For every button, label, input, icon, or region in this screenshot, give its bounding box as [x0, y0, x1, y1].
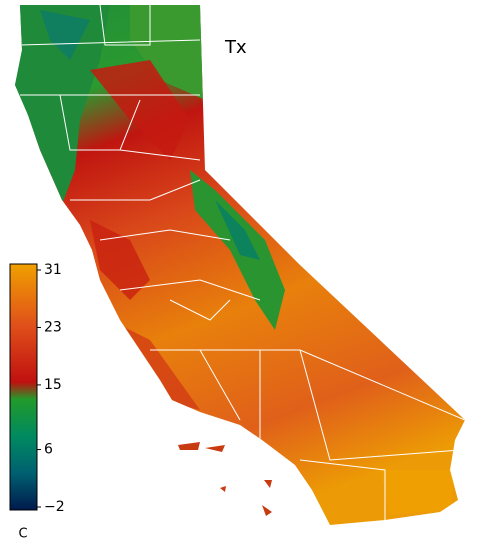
islands	[178, 442, 272, 516]
colorbar-unit: C	[18, 527, 27, 542]
colorbar-ramp	[9, 263, 38, 511]
map-title: Tx	[224, 37, 247, 58]
colorbar-tick-label: 23	[44, 319, 62, 335]
colorbar-tick-label: 6	[44, 442, 53, 458]
county-lines	[19, 5, 465, 520]
colorbar-tick-label: 15	[44, 377, 62, 393]
colorbar: C 31 23 15 6 −2	[9, 262, 65, 542]
colorbar-tick-label: 31	[44, 262, 62, 278]
colorbar-tick-label: −2	[44, 499, 65, 515]
